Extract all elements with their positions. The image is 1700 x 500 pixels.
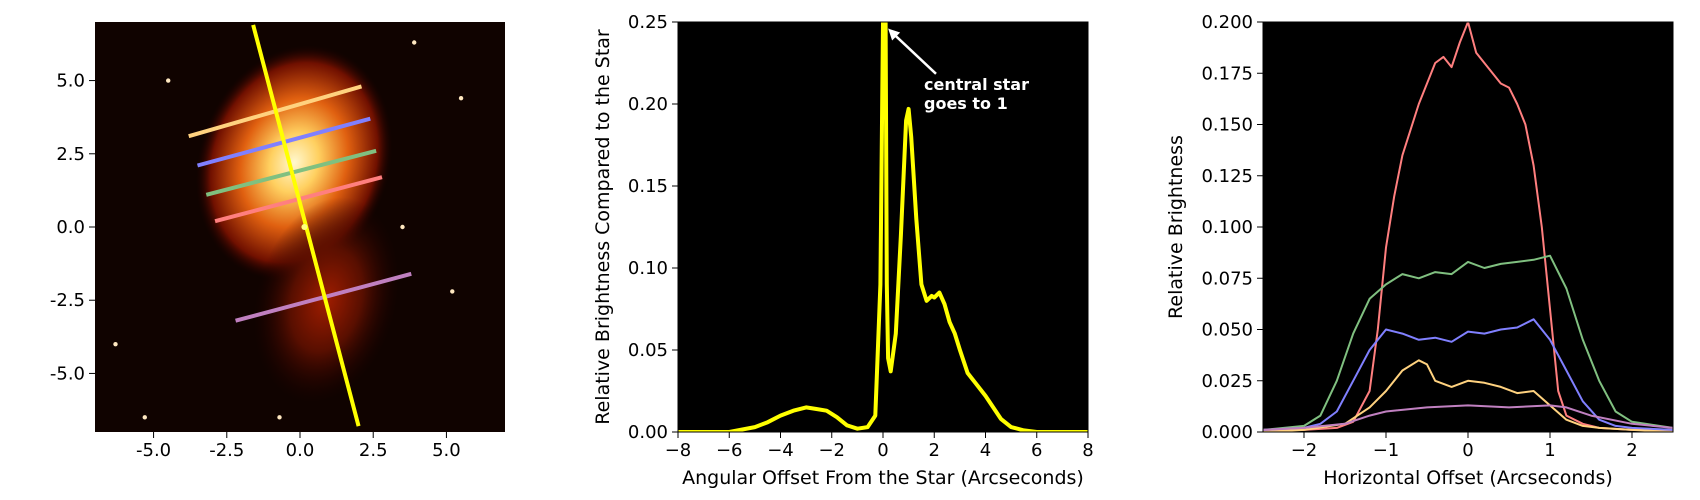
- x-axis-label: Angular Offset From the Star (Arcseconds…: [682, 467, 1084, 489]
- image-panel: -5.0 -2.5 0.0 2.5 5.0 5.0 2.5 0.0 -2.5 -5.0: [50, 22, 505, 461]
- p3-ytick-label: 0.025: [1201, 371, 1253, 392]
- series-group: [678, 22, 1088, 432]
- p2-xtick-label: −8: [665, 440, 692, 461]
- star: [166, 78, 171, 83]
- p3-xtick-label: −2: [1291, 440, 1318, 461]
- star: [142, 415, 147, 420]
- background-stars: [113, 40, 464, 420]
- annotation-text: goes to 1: [924, 94, 1008, 113]
- p3-series-line-1: [1263, 254, 1673, 431]
- y-axis-ticks: 0.000 0.025 0.050 0.075 0.100 0.125 0.150 0.175…: [1201, 12, 1263, 443]
- p1-xtick-label: 2.5: [359, 440, 388, 461]
- p1-ytick-label: -5.0: [50, 363, 85, 384]
- x-axis-ticks: −2 −1 0 1 2: [1291, 432, 1638, 461]
- nebula-image: [195, 45, 400, 404]
- y-axis-ticks: 0.00 0.05 0.10 0.15 0.20 0.25: [628, 12, 678, 443]
- p3-xtick-label: 2: [1626, 440, 1637, 461]
- p2-xtick-label: −2: [818, 440, 845, 461]
- p2-ytick-label: 0.10: [628, 258, 668, 279]
- p2-xtick-label: −4: [767, 440, 794, 461]
- p1-xtick-label: 5.0: [432, 440, 461, 461]
- p3-series-line-4: [1263, 404, 1673, 431]
- p1-ytick-label: 2.5: [56, 144, 85, 165]
- p3-ytick-label: 0.200: [1201, 12, 1253, 33]
- x-axis-ticks: -5.0 -2.5 0.0 2.5 5.0: [136, 432, 461, 461]
- p3-ytick-label: 0.150: [1201, 115, 1253, 136]
- p1-ytick-label: 5.0: [56, 71, 85, 92]
- y-axis-label: Relative Brightness: [1165, 135, 1187, 319]
- p2-ytick-label: 0.20: [628, 94, 668, 115]
- star: [113, 341, 118, 347]
- p3-xtick-label: 1: [1544, 440, 1555, 461]
- plot-area: [1263, 22, 1673, 432]
- annotation-arrow-shaft: [891, 31, 937, 75]
- p3-ytick-label: 0.100: [1201, 217, 1253, 238]
- p1-ytick-label: 0.0: [56, 217, 85, 238]
- p3-ytick-label: 0.050: [1201, 320, 1253, 341]
- annotation-arrow-head: [888, 28, 901, 41]
- x-axis-ticks: −8 −6 −4 −2 0 2 4 6 8: [665, 432, 1094, 461]
- cut-lines: [188, 24, 412, 427]
- annotation-text: central star: [924, 75, 1029, 94]
- p2-xtick-label: 8: [1082, 440, 1093, 461]
- p2-xtick-label: −6: [716, 440, 743, 461]
- p2-xtick-label: 2: [929, 440, 940, 461]
- p1-ytick-label: -2.5: [50, 290, 85, 311]
- x-axis-label: Horizontal Offset (Arcseconds): [1323, 467, 1613, 489]
- p3-series-line-3: [1263, 359, 1673, 432]
- p2-ytick-label: 0.05: [628, 340, 668, 361]
- p3-ytick-label: 0.175: [1201, 63, 1253, 84]
- y-axis-label: Relative Brightness Compared to the Star: [592, 29, 614, 425]
- p2-ytick-label: 0.15: [628, 176, 668, 197]
- star: [400, 224, 405, 230]
- p2-ytick-label: 0.00: [628, 422, 668, 443]
- y-axis-ticks: 5.0 2.5 0.0 -2.5 -5.0: [50, 71, 95, 384]
- p3-ytick-label: 0.125: [1201, 166, 1253, 187]
- p2-xtick-label: 6: [1031, 440, 1042, 461]
- p2-xtick-label: 4: [980, 440, 991, 461]
- p3-series-line-0: [1263, 22, 1673, 431]
- p2-ytick-label: 0.25: [628, 12, 668, 33]
- p3-xtick-label: −1: [1373, 440, 1400, 461]
- p3-xtick-label: 0: [1462, 440, 1473, 461]
- p1-xtick-label: -2.5: [209, 440, 244, 461]
- star: [458, 95, 464, 101]
- star: [412, 40, 417, 45]
- p1-xtick-label: 0.0: [286, 440, 315, 461]
- p1-xtick-label: -5.0: [136, 440, 171, 461]
- p3-ytick-label: 0.000: [1201, 422, 1253, 443]
- p2-xtick-label: 0: [877, 440, 888, 461]
- p3-series-line-2: [1263, 318, 1673, 431]
- series-group: [1263, 22, 1673, 432]
- star: [277, 415, 282, 420]
- horizontal-profile-chart: −2 −1 0 1 2 0.0000.0250.0500.0750.1000.1250.…: [1165, 12, 1674, 489]
- p3-ytick-label: 0.075: [1201, 268, 1253, 289]
- star: [450, 289, 455, 294]
- p2-series-line-0: [678, 22, 1088, 432]
- central-star: [301, 224, 308, 230]
